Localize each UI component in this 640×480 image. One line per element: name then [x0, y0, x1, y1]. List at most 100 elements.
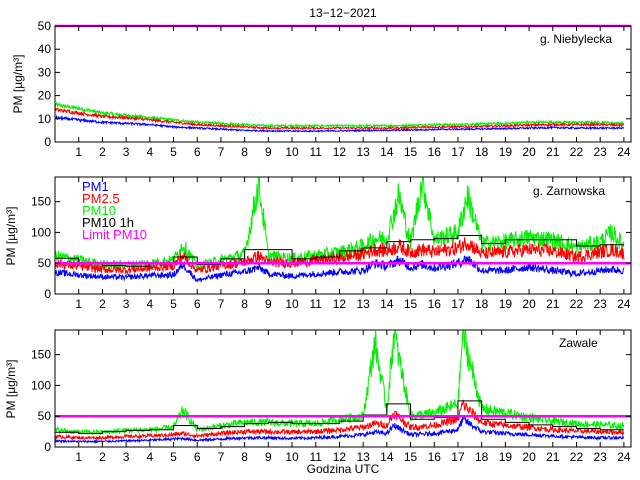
x-tick-label: 3 — [123, 297, 130, 311]
x-tick-label: 16 — [428, 145, 442, 159]
x-tick-label: 17 — [451, 450, 465, 464]
x-tick-label: 10 — [285, 145, 299, 159]
x-tick-label: 17 — [451, 297, 465, 311]
x-tick-label: 4 — [146, 450, 153, 464]
y-tick-label: 100 — [31, 225, 51, 239]
x-tick-label: 10 — [285, 450, 299, 464]
legend-pm10-1h: PM10 1h — [82, 215, 134, 230]
x-tick-label: 21 — [546, 297, 560, 311]
y-axis-label: PM [µg/m³] — [4, 207, 18, 266]
y-tick-label: 40 — [38, 42, 52, 56]
x-tick-label: 19 — [499, 145, 513, 159]
x-tick-label: 4 — [146, 297, 153, 311]
y-tick-label: 30 — [38, 65, 52, 79]
series-pm1-line — [55, 114, 625, 133]
x-tick-label: 1 — [75, 145, 82, 159]
x-tick-label: 23 — [594, 145, 608, 159]
x-tick-label: 11 — [310, 145, 323, 159]
x-tick-label: 16 — [428, 450, 442, 464]
y-axis-label: PM [µg/m³] — [11, 55, 25, 114]
y-tick-label: 50 — [38, 256, 52, 270]
x-tick-label: 9 — [265, 297, 272, 311]
x-tick-label: 20 — [522, 145, 536, 159]
x-tick-label: 9 — [265, 145, 272, 159]
figure-title: 13−12−2021 — [309, 6, 377, 20]
x-tick-label: 22 — [570, 297, 584, 311]
x-tick-label: 1 — [75, 450, 82, 464]
x-tick-label: 15 — [404, 450, 418, 464]
x-tick-label: 24 — [617, 450, 631, 464]
x-tick-label: 14 — [380, 450, 394, 464]
x-tick-label: 13 — [356, 145, 370, 159]
series-pm10-line — [55, 101, 625, 129]
plot-frame — [54, 329, 632, 448]
site-label: g. Zarnowska — [533, 184, 605, 198]
x-tick-label: 20 — [522, 450, 536, 464]
x-tick-label: 6 — [194, 450, 201, 464]
x-tick-label: 22 — [570, 145, 584, 159]
x-tick-label: 7 — [218, 450, 225, 464]
x-tick-label: 13 — [356, 297, 370, 311]
site-label: g. Niebylecka — [540, 32, 612, 46]
legend-pm25: PM2.5 — [82, 191, 120, 206]
series-pm1-line — [55, 414, 625, 444]
x-tick-label: 2 — [99, 145, 106, 159]
x-tick-label: 19 — [499, 450, 513, 464]
x-tick-label: 8 — [241, 450, 248, 464]
x-tick-label: 2 — [99, 450, 106, 464]
y-tick-label: 150 — [31, 348, 51, 362]
x-tick-label: 15 — [404, 145, 418, 159]
x-tick-label: 21 — [546, 450, 560, 464]
y-tick-label: 0 — [44, 440, 51, 454]
plot-frame — [54, 25, 632, 143]
y-tick-label: 100 — [31, 378, 51, 392]
x-tick-label: 4 — [146, 145, 153, 159]
x-tick-label: 8 — [241, 145, 248, 159]
x-tick-label: 7 — [218, 297, 225, 311]
x-tick-label: 12 — [333, 145, 347, 159]
x-tick-label: 24 — [617, 145, 631, 159]
x-tick-label: 14 — [380, 297, 394, 311]
series-pm10-1h-step — [55, 235, 624, 267]
x-tick-label: 5 — [170, 450, 177, 464]
x-tick-label: 17 — [451, 145, 465, 159]
x-tick-label: 23 — [594, 450, 608, 464]
y-tick-label: 50 — [38, 19, 52, 33]
x-tick-label: 18 — [475, 297, 489, 311]
x-tick-label: 15 — [404, 297, 418, 311]
y-tick-label: 0 — [44, 135, 51, 149]
site-label: Zawale — [559, 336, 598, 350]
x-tick-label: 18 — [475, 145, 489, 159]
x-tick-label: 7 — [218, 145, 225, 159]
x-tick-label: 5 — [170, 297, 177, 311]
legend: PM1 PM2.5 PM10 PM10 1h Limit PM10 — [82, 179, 147, 242]
legend-limit: Limit PM10 — [82, 227, 147, 242]
x-tick-label: 12 — [333, 297, 347, 311]
y-tick-label: 150 — [31, 195, 51, 209]
y-tick-label: 10 — [38, 112, 52, 126]
series-pm10-1h-step — [55, 400, 624, 434]
x-tick-label: 2 — [99, 297, 106, 311]
x-tick-label: 5 — [170, 145, 177, 159]
series-pm2-5-line — [55, 237, 625, 276]
x-tick-label: 13 — [356, 450, 370, 464]
x-tick-label: 19 — [499, 297, 513, 311]
plot-frame — [54, 176, 632, 295]
x-tick-label: 11 — [310, 450, 323, 464]
x-tick-label: 16 — [428, 297, 442, 311]
series-pm2-5-line — [55, 107, 625, 131]
x-tick-label: 3 — [123, 145, 130, 159]
x-tick-label: 6 — [194, 297, 201, 311]
y-axis-label: PM [µg/m³] — [4, 360, 18, 419]
x-tick-label: 21 — [546, 145, 560, 159]
x-tick-label: 24 — [617, 297, 631, 311]
series-pm1-line — [55, 255, 625, 283]
x-tick-label: 14 — [380, 145, 394, 159]
x-tick-label: 9 — [265, 450, 272, 464]
x-tick-label: 18 — [475, 450, 489, 464]
x-tick-label: 6 — [194, 145, 201, 159]
